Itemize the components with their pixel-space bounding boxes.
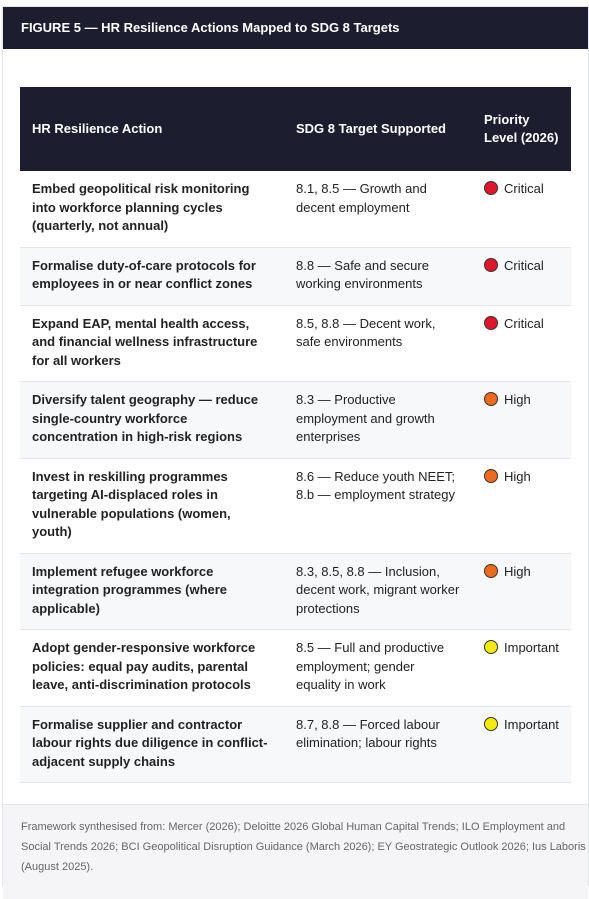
target-cell: 8.5, 8.8 — Decent work, safe environment… [284, 305, 472, 382]
priority-cell: High [472, 381, 571, 459]
priority-label: Critical [504, 181, 544, 196]
priority-label: High [504, 563, 531, 579]
column-header: SDG 8 Target Supported [284, 87, 472, 171]
table-row: Formalise duty-of-care protocols for emp… [20, 247, 571, 306]
table: HR Resilience Action SDG 8 Target Suppor… [20, 87, 571, 783]
priority-dot [484, 640, 498, 654]
priority-dot [484, 716, 498, 731]
action-cell: Formalise supplier and contractor labour… [20, 706, 284, 783]
action-cell: Formalise duty-of-care protocols for emp… [20, 247, 284, 306]
action-cell: Embed geopolitical risk monitoring into … [20, 171, 284, 248]
action-cell: Diversify talent geography — reduce sing… [20, 381, 284, 459]
action-cell: Expand EAP, mental health access, and fi… [20, 305, 284, 382]
table-row: Formalise supplier and contractor labour… [20, 706, 571, 783]
priority-label: High [504, 392, 531, 407]
action-cell: Implement refugee workforce integration … [20, 553, 284, 630]
table-row: Embed geopolitical risk monitoring into … [20, 171, 571, 248]
action-cell: Invest in reskilling programmes targetin… [20, 458, 284, 554]
priority-label: Important [504, 716, 559, 732]
target-cell: 8.8 — Safe and secure working environmen… [284, 247, 472, 306]
table-row: Adopt gender-responsive workforce polici… [20, 629, 571, 707]
priority-dot [484, 392, 498, 406]
priority-dot [484, 315, 498, 330]
priority-cell: Critical [472, 171, 571, 248]
table-row: Expand EAP, mental health access, and fi… [20, 305, 571, 382]
priority-cell: Critical [472, 305, 571, 382]
priority-dot [484, 468, 498, 483]
priority-cell: High [472, 553, 571, 630]
priority-label: High [504, 468, 531, 484]
priority-cell: Important [472, 629, 571, 707]
priority-cell: Critical [472, 247, 571, 306]
source-note: Framework synthesised from: Mercer (2026… [3, 804, 588, 899]
action-cell: Adopt gender-responsive workforce polici… [20, 629, 284, 707]
target-cell: 8.5 — Full and productive employment; ge… [284, 629, 472, 707]
priority-cell: Important [472, 706, 571, 783]
header-row: HR Resilience Action SDG 8 Target Suppor… [20, 87, 571, 171]
priority-cell: High [472, 458, 571, 554]
priority-dot [484, 257, 498, 272]
target-cell: 8.7, 8.8 — Forced labour elimination; la… [284, 706, 472, 783]
figure-card: FIGURE 5 — HR Resilience Actions Mapped … [2, 6, 589, 899]
column-header: Priority Level (2026) [472, 87, 571, 171]
target-cell: 8.1, 8.5 — Growth and decent employment [284, 171, 472, 248]
priority-dot [484, 181, 498, 195]
target-cell: 8.3, 8.5, 8.8 — Inclusion, decent work, … [284, 553, 472, 630]
target-cell: 8.3 — Productive employment and growth e… [284, 381, 472, 459]
figure-title: FIGURE 5 — HR Resilience Actions Mapped … [3, 7, 588, 49]
target-cell: 8.6 — Reduce youth NEET; 8.b — employmen… [284, 458, 472, 554]
priority-label: Important [504, 640, 559, 655]
priority-label: Critical [504, 257, 544, 273]
table-row: Invest in reskilling programmes targetin… [20, 458, 571, 554]
table-row: Implement refugee workforce integration … [20, 553, 571, 630]
priority-dot [484, 563, 498, 578]
table-row: Diversify talent geography — reduce sing… [20, 381, 571, 459]
column-header: HR Resilience Action [20, 87, 284, 171]
priority-label: Critical [504, 315, 544, 331]
